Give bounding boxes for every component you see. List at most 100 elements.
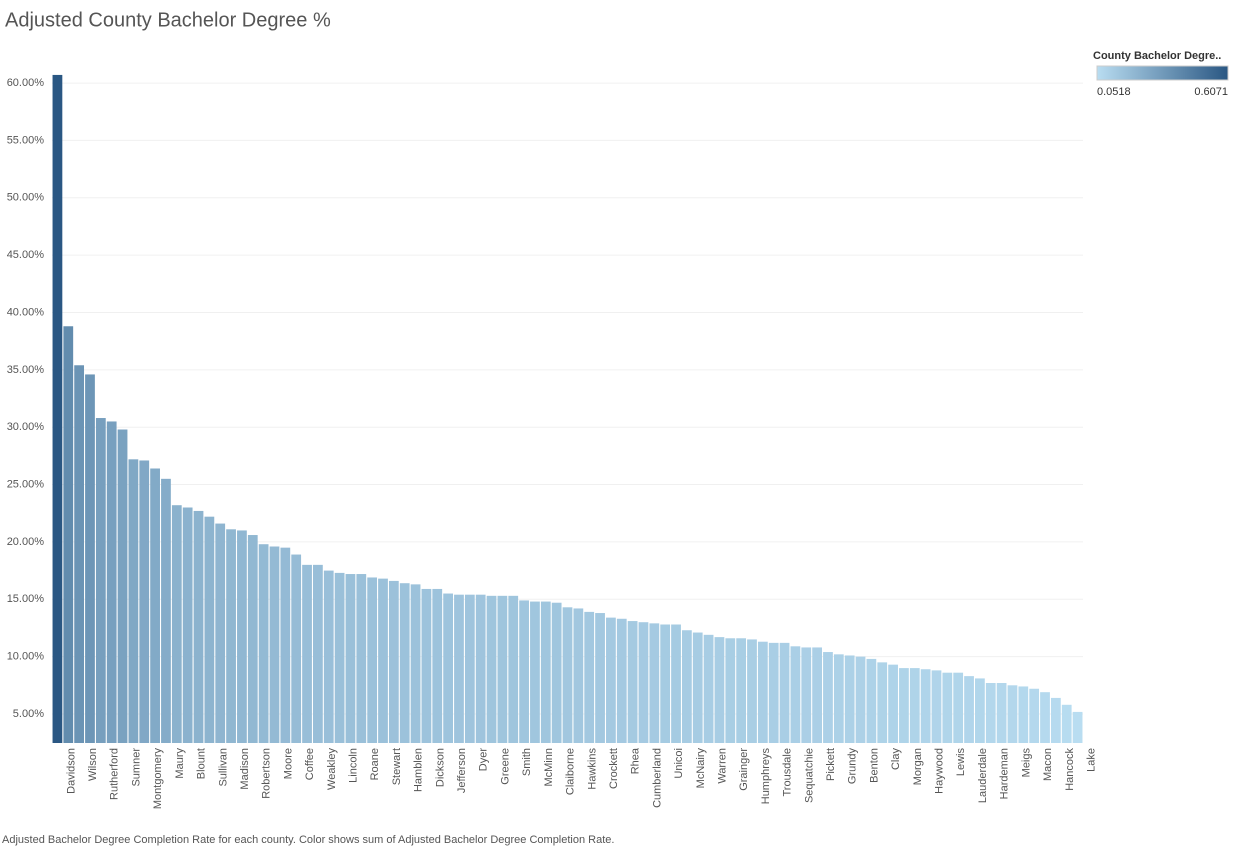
x-tick-label: Hardeman [999,748,1011,799]
bar [378,578,388,743]
chart-title: Adjusted County Bachelor Degree % [5,9,331,31]
bar [237,530,247,743]
bar [681,630,692,743]
bar [106,421,117,743]
bar [942,672,953,743]
y-tick-label: 50.00% [7,192,45,204]
x-tick-label: McNairy [695,748,707,789]
y-tick-label: 35.00% [7,364,45,376]
x-tick-label: Morgan [912,748,924,785]
bar [258,544,269,743]
bar [877,662,888,743]
bar [606,617,616,743]
bar [931,670,942,743]
x-tick-label: Sequatchie [803,748,815,803]
x-tick-label: Crockett [608,748,620,789]
x-tick-label: Humphreys [760,748,772,805]
bar [399,583,410,743]
bar [790,646,801,743]
bar [768,642,779,743]
bar [204,516,215,743]
bar [161,478,171,743]
bar [323,570,334,743]
bar [497,595,508,743]
x-tick-label: Madison [239,748,251,790]
x-tick-label: Stewart [391,748,403,785]
x-tick-label: Rhea [630,747,642,774]
bar [74,365,85,743]
bar [627,621,638,743]
bar [801,647,812,743]
x-tick-label: Sumner [130,748,142,787]
x-tick-label: Moore [282,748,294,779]
bar [562,607,573,743]
bar [226,529,236,743]
x-tick-label: Lauderdale [977,748,989,803]
x-tick-label: Clay [890,748,902,771]
bar [508,595,519,743]
x-tick-label: Haywood [934,748,946,794]
x-tick-label: Weakley [326,748,338,790]
x-tick-label: Benton [868,748,880,783]
bar [1029,688,1040,743]
bar [443,593,454,743]
bar [313,564,323,743]
bar [985,683,996,743]
bar [996,683,1007,743]
bar [128,459,139,743]
legend-title: County Bachelor Degre.. [1093,50,1221,62]
x-tick-label: Meigs [1020,748,1032,778]
bar [171,505,182,743]
bar [823,652,833,743]
bar [421,588,432,743]
bar [1061,704,1072,743]
x-tick-label: Dyer [478,748,490,772]
y-tick-label: 45.00% [7,249,45,261]
x-tick-label: Trousdale [782,748,794,797]
bar [671,624,681,743]
bar [464,594,475,743]
x-tick-label: Sullivan [217,748,229,787]
x-tick-label: Maury [174,748,186,779]
bar [833,654,844,743]
bar [291,554,302,743]
x-tick-label: Hamblen [413,748,425,792]
bar [540,601,551,743]
bar [367,577,378,743]
caption: Adjusted Bachelor Degree Completion Rate… [2,834,614,846]
bar [63,326,74,743]
bar [714,637,725,743]
x-tick-label: Dickson [434,748,446,787]
bar [736,638,747,743]
x-tick-label: Hancock [1064,748,1076,791]
bar [530,601,540,743]
x-tick-label: Pickett [825,748,837,781]
bar [356,574,367,743]
x-tick-label: Warren [716,748,728,784]
bar [909,668,920,743]
x-tick-label: Claiborne [565,748,577,795]
x-tick-label: Grundy [847,748,859,785]
bar [616,618,627,743]
bar [649,623,660,743]
x-tick-label: Lincoln [348,748,360,783]
y-tick-label: 60.00% [7,77,45,89]
x-tick-label: Greene [499,748,511,785]
bar [486,595,497,743]
y-tick-label: 25.00% [7,478,45,490]
bar [899,668,909,743]
bar [85,374,95,743]
bar [193,510,204,743]
bar [975,678,985,743]
bar [953,672,964,743]
bar [432,588,443,743]
x-tick-label: Cumberland [651,748,663,808]
bar [638,622,649,743]
bar [573,608,584,743]
y-tick-label: 15.00% [7,593,45,605]
legend-gradient [1096,65,1229,81]
bar [1007,685,1018,743]
bar [95,418,106,743]
bar [1040,692,1050,743]
